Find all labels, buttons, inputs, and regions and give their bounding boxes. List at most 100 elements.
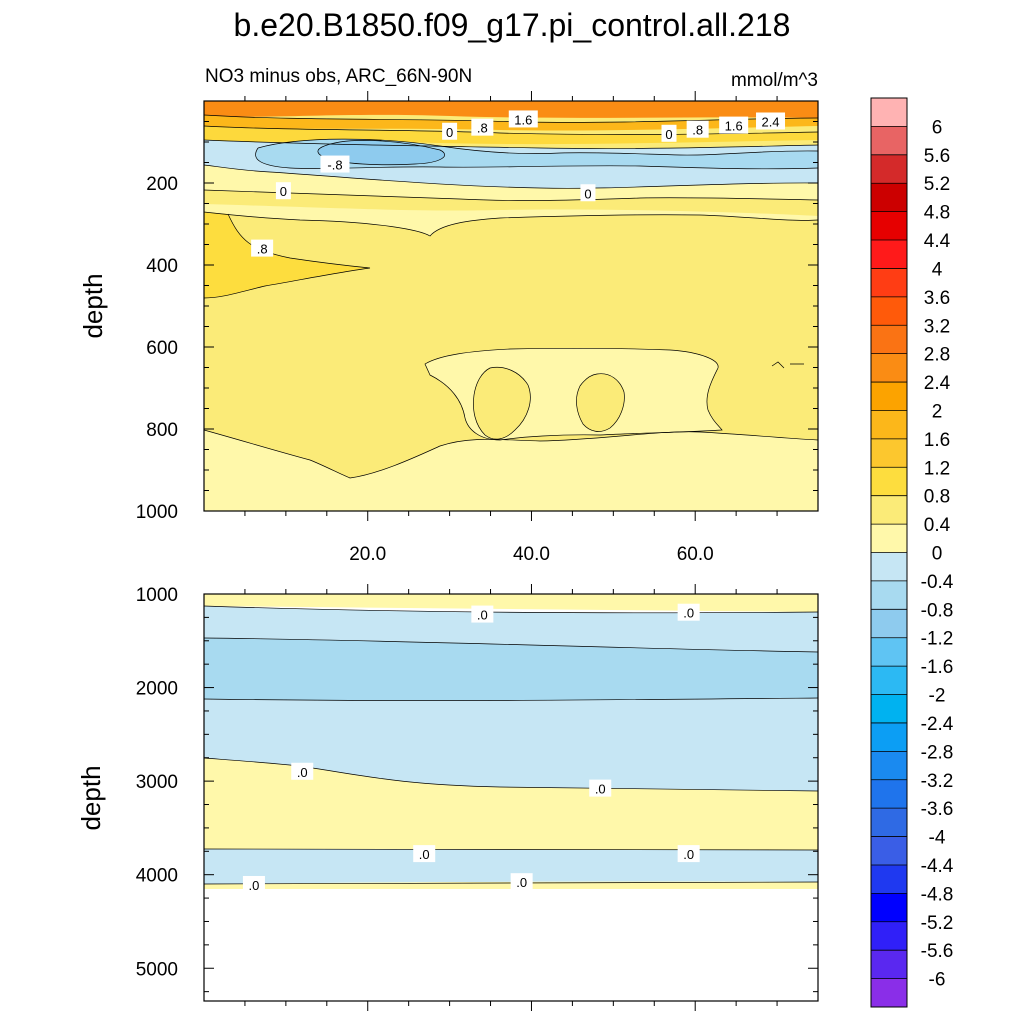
- contour-label-box: [510, 873, 533, 891]
- contour-label-box: [686, 120, 709, 138]
- upper-fill-2.4: [204, 101, 818, 118]
- colorbar-swatch: [871, 438, 907, 468]
- contour-line: [203, 164, 819, 189]
- contour-label: -.8: [327, 158, 342, 173]
- lower-x-axis: [244, 584, 778, 1011]
- upper-contour-labels: 0 .8 1.6 0 .8 1.6 2.4 -.8 0 0 .8: [251, 110, 786, 257]
- colorbar-label: -5.2: [921, 913, 954, 934]
- colorbar-label: -5.6: [921, 941, 954, 962]
- colorbar-swatch: [871, 779, 907, 809]
- colorbar-frame: [870, 97, 908, 1008]
- contour-label-box: [756, 112, 786, 130]
- contour-label: 0: [665, 127, 672, 142]
- contour-label: 2.4: [761, 115, 779, 130]
- lower-fill-neg0.4-c: [204, 849, 818, 884]
- upper-y-axis-label: depth: [78, 273, 108, 338]
- contour-label: .0: [419, 847, 430, 862]
- colorbar-swatch: [871, 921, 907, 951]
- contour-label-box: [291, 762, 314, 780]
- x-tick-label: 40.0: [513, 544, 550, 565]
- upper-fill-neg1.2: [317, 140, 445, 165]
- contour-line: [257, 138, 819, 156]
- colorbar-label: 1.2: [924, 458, 950, 479]
- colorbar-swatch: [871, 524, 907, 553]
- lower-fill-neg0.4-b: [204, 698, 818, 791]
- colorbar-swatch: [871, 126, 907, 156]
- contour-label-box: [320, 155, 350, 173]
- colorbar-swatch: [871, 722, 907, 752]
- colorbar-swatch: [871, 467, 907, 497]
- colorbar-label: -3.6: [921, 799, 954, 820]
- contour-label: .0: [297, 765, 308, 780]
- upper-y-axis: 200 400 600 800 1000: [136, 100, 818, 523]
- colorbar-label: 1.6: [924, 430, 950, 451]
- contour-label: 0: [280, 184, 287, 199]
- colorbar-swatch: [871, 296, 907, 326]
- upper-fill-0: [204, 165, 818, 201]
- y-tick-label: 4000: [136, 866, 178, 887]
- colorbar-label: -1.2: [921, 629, 954, 650]
- lower-fill-0-mid: [204, 758, 818, 850]
- y-tick-label: 5000: [136, 959, 178, 980]
- contour-label-box: [275, 182, 291, 200]
- contour-label: .0: [683, 606, 694, 621]
- colorbar-swatch: [871, 694, 907, 724]
- contour-label-box: [580, 184, 596, 202]
- contour-label-box: [661, 124, 677, 142]
- colorbar-swatch: [871, 552, 907, 582]
- contour-label-box: [677, 603, 700, 621]
- contour-label: .0: [477, 608, 488, 623]
- contour-line: [473, 366, 531, 440]
- upper-fill-0-bottom: [204, 430, 818, 511]
- y-tick-label: 3000: [136, 772, 178, 793]
- contour-label-box: [589, 779, 612, 797]
- contour-label: .8: [692, 123, 703, 138]
- contour-line: [203, 125, 819, 135]
- figure-title: b.e20.B1850.f09_g17.pi_control.all.218: [234, 7, 791, 43]
- contour-line: [203, 211, 819, 237]
- x-tick-label: 60.0: [677, 544, 714, 565]
- colorbar-label: 3.6: [924, 288, 950, 309]
- lower-fill-neg0.8: [204, 638, 818, 701]
- contour-line: [203, 139, 819, 149]
- upper-fill-0.4-island2: [576, 373, 625, 432]
- upper-contour-lines: [203, 114, 819, 479]
- colorbar-label: 2.8: [924, 345, 950, 366]
- colorbar-swatch: [871, 637, 907, 667]
- upper-fill-0-center: [425, 348, 722, 440]
- colorbar-label: 2.4: [924, 373, 951, 394]
- y-tick-label: 800: [146, 420, 178, 441]
- colorbar-swatch: [871, 609, 907, 639]
- colorbar-swatch: [871, 154, 907, 184]
- colorbar-label: 5.2: [924, 174, 950, 195]
- y-tick-label: 600: [146, 338, 178, 359]
- colorbar-label: 6: [932, 117, 943, 138]
- colorbar-swatch: [871, 836, 907, 866]
- colorbar-label: -4: [929, 828, 946, 849]
- y-tick-label: 400: [146, 256, 178, 277]
- contour-label-box: [442, 122, 458, 140]
- colorbar-label: -1.6: [921, 657, 954, 678]
- contour-label-box: [242, 875, 265, 893]
- lower-contour-labels: .0 .0 .0 .0 .0 .0 .0 .0: [242, 603, 700, 893]
- contour-label-box: [251, 239, 274, 257]
- contour-label: .0: [683, 847, 694, 862]
- contour-line: [203, 637, 819, 653]
- colorbar-label: 3.2: [924, 316, 950, 337]
- contour-line: [576, 373, 625, 432]
- contour-label: 1.6: [514, 112, 532, 127]
- contour-label: .0: [595, 782, 606, 797]
- contour-label: .8: [477, 121, 488, 136]
- colorbar-label: -4.8: [921, 884, 954, 905]
- colorbar-swatch: [871, 864, 907, 894]
- colorbar-label: -0.8: [921, 600, 954, 621]
- contour-line: [203, 605, 819, 614]
- upper-fill-0.8-tongue: [204, 212, 370, 298]
- contour-line: [424, 347, 723, 441]
- y-tick-label: 2000: [136, 679, 178, 700]
- y-tick-label: 200: [146, 174, 178, 195]
- lower-contour-panel: .0 .0 .0 .0 .0 .0 .0 .0 1000 2000 3000 4000 5000 de…: [76, 584, 819, 1011]
- units-label: mmol/m^3: [731, 70, 818, 91]
- colorbar-label: -0.4: [921, 572, 954, 593]
